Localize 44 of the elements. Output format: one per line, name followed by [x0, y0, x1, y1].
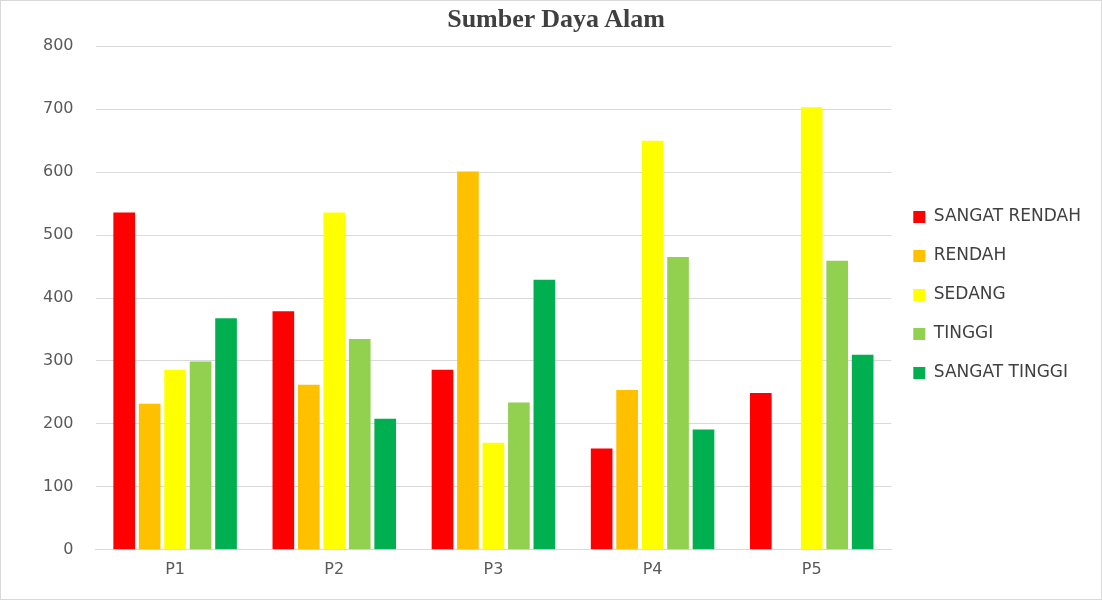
bar — [533, 279, 556, 550]
bar — [272, 311, 295, 550]
x-tick-label: P4 — [642, 558, 663, 578]
y-tick-label: 100 — [42, 476, 74, 496]
bar — [215, 318, 237, 550]
bar — [374, 418, 397, 550]
bar — [431, 369, 454, 550]
bar — [851, 354, 874, 550]
legend-label: SANGAT RENDAH — [933, 205, 1082, 226]
y-tick-label: 0 — [63, 538, 74, 558]
bar — [297, 384, 320, 550]
y-tick-label: 500 — [42, 224, 74, 244]
y-tick-label: 700 — [42, 98, 74, 118]
y-tick-label: 400 — [42, 287, 74, 307]
bar — [667, 257, 689, 550]
bar — [692, 429, 715, 550]
bar — [482, 442, 505, 550]
bar — [138, 403, 161, 550]
x-tick-label: P1 — [165, 558, 186, 578]
bar — [641, 140, 664, 550]
bar — [348, 338, 371, 550]
y-tick-label: 300 — [42, 350, 74, 370]
bar — [508, 402, 530, 550]
bar — [590, 448, 613, 550]
bar — [323, 212, 346, 550]
x-tick-label: P3 — [483, 558, 504, 578]
chart-title: Sumber Daya Alam — [447, 4, 666, 34]
bar — [800, 107, 823, 550]
bar — [457, 171, 479, 550]
legend-label: TINGGI — [932, 322, 994, 343]
x-tick-label: P5 — [801, 558, 822, 578]
bar — [189, 361, 212, 550]
legend-label: SEDANG — [933, 283, 1006, 304]
legend-label: RENDAH — [933, 244, 1007, 265]
bar — [826, 260, 849, 550]
y-tick-label: 600 — [42, 161, 74, 181]
y-tick-label: 800 — [42, 35, 74, 55]
bar — [616, 389, 638, 550]
bar — [749, 393, 772, 550]
x-tick-label: P2 — [324, 558, 345, 578]
bar — [113, 212, 136, 550]
y-tick-label: 200 — [42, 413, 74, 433]
legend-label: SANGAT TINGGI — [933, 361, 1069, 382]
bar — [164, 369, 186, 550]
